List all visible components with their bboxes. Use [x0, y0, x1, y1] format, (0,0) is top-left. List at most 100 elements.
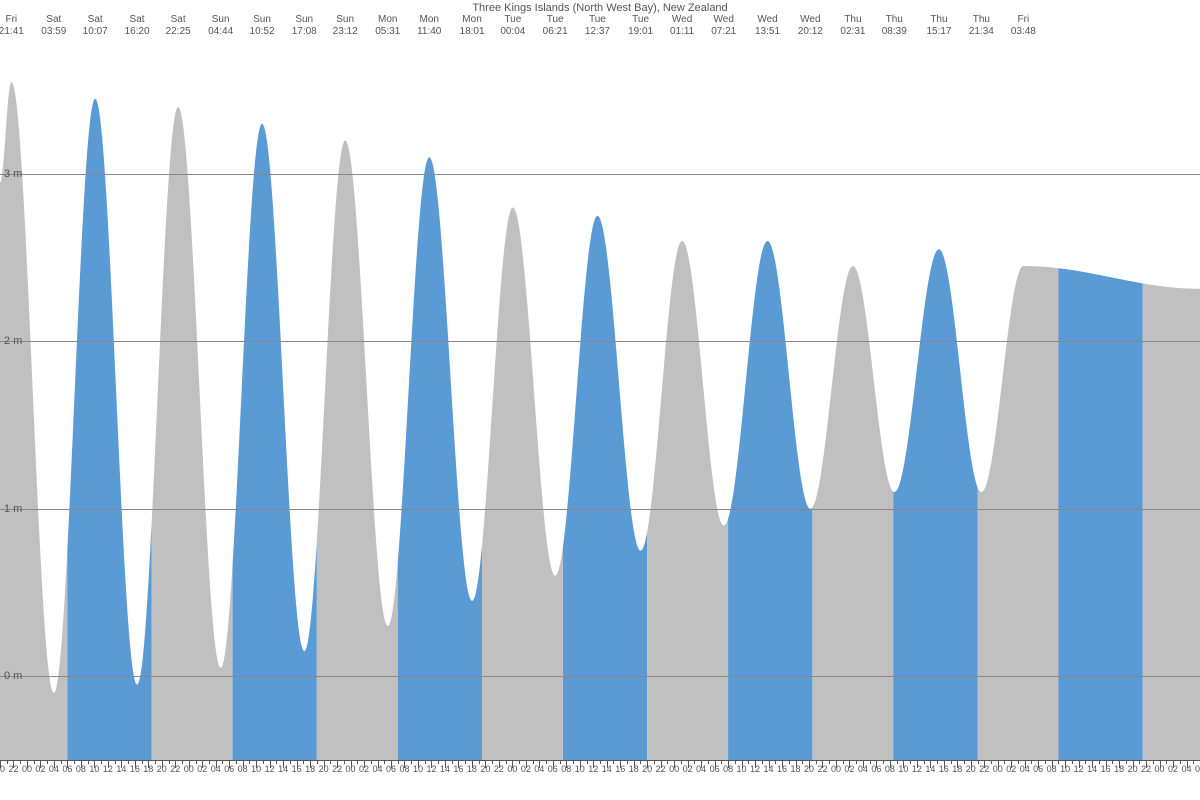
- extremum-time: 15:17: [915, 26, 963, 38]
- x-tick-label: 06: [62, 764, 72, 774]
- extremum-time: 10:52: [238, 26, 286, 38]
- x-tick-label: 04: [1182, 764, 1192, 774]
- y-gridline: [0, 341, 1200, 342]
- plot-area: 0 m 1 m 2 m 3 m: [0, 40, 1200, 760]
- extremum-day: Wed: [744, 14, 792, 26]
- x-tick-label: 22: [817, 764, 827, 774]
- x-tick-label: 08: [1047, 764, 1057, 774]
- extremum-label: Mon11:40: [405, 14, 453, 38]
- x-tick-label: 14: [116, 764, 126, 774]
- tide-night-segment: [317, 140, 398, 760]
- x-tick-label: 18: [952, 764, 962, 774]
- x-tick-label: 06: [224, 764, 234, 774]
- x-tick-label: 12: [588, 764, 598, 774]
- x-tick-label: 00: [184, 764, 194, 774]
- extremum-label: Sat22:25: [154, 14, 202, 38]
- x-tick-label: 16: [292, 764, 302, 774]
- chart-title: Three Kings Islands (North West Bay), Ne…: [472, 2, 727, 14]
- tide-day-segment: [893, 249, 977, 760]
- x-tick-label: 10: [413, 764, 423, 774]
- x-tick-label: 12: [103, 764, 113, 774]
- extremum-time: 08:39: [870, 26, 918, 38]
- x-tick-label: 20: [157, 764, 167, 774]
- extrema-labels-row: Fri21:41Sat03:59Sat10:07Sat16:20Sat22:25…: [0, 14, 1200, 40]
- x-tick-label: 00: [346, 764, 356, 774]
- extremum-label: Thu15:17: [915, 14, 963, 38]
- x-tick-label: 18: [305, 764, 315, 774]
- x-tick-label: 16: [130, 764, 140, 774]
- extremum-day: Wed: [786, 14, 834, 26]
- y-gridline: [0, 676, 1200, 677]
- extremum-time: 11:40: [405, 26, 453, 38]
- x-tick-label: 00: [831, 764, 841, 774]
- extremum-day: Sat: [71, 14, 119, 26]
- extremum-time: 23:12: [321, 26, 369, 38]
- x-tick-label: 08: [885, 764, 895, 774]
- x-tick-label: 06: [386, 764, 396, 774]
- x-tick-label: 16: [453, 764, 463, 774]
- y-gridline: [0, 174, 1200, 175]
- extremum-time: 12:37: [573, 26, 621, 38]
- extremum-time: 00:04: [489, 26, 537, 38]
- extremum-label: Sun23:12: [321, 14, 369, 38]
- x-tick-label: 10: [898, 764, 908, 774]
- x-tick-label: 10: [575, 764, 585, 774]
- extremum-label: Thu08:39: [870, 14, 918, 38]
- x-tick-label: 16: [615, 764, 625, 774]
- x-tick-label: 04: [534, 764, 544, 774]
- x-tick-label: 14: [278, 764, 288, 774]
- x-tick-label: 20: [0, 764, 5, 774]
- x-tick-label: 00: [669, 764, 679, 774]
- tide-day-segment: [67, 99, 151, 760]
- x-tick-label: 16: [939, 764, 949, 774]
- x-tick-label: 08: [238, 764, 248, 774]
- x-tick-label: 12: [265, 764, 275, 774]
- extremum-day: Sun: [238, 14, 286, 26]
- x-tick-label: 20: [804, 764, 814, 774]
- x-tick-label: 04: [1020, 764, 1030, 774]
- x-tick-label: 22: [1141, 764, 1151, 774]
- y-axis-label: 0 m: [4, 670, 22, 682]
- extremum-day: Wed: [700, 14, 748, 26]
- x-tick-label: 18: [790, 764, 800, 774]
- x-tick-label: 22: [170, 764, 180, 774]
- extremum-day: Tue: [531, 14, 579, 26]
- extremum-time: 06:21: [531, 26, 579, 38]
- x-tick-label: 16: [1101, 764, 1111, 774]
- x-tick-label: 10: [89, 764, 99, 774]
- x-tick-label: 04: [858, 764, 868, 774]
- y-axis-label: 2 m: [4, 335, 22, 347]
- x-tick-label: 14: [602, 764, 612, 774]
- tide-day-segment: [233, 124, 317, 760]
- extremum-day: Tue: [573, 14, 621, 26]
- y-axis-label: 1 m: [4, 503, 22, 515]
- extremum-day: Thu: [957, 14, 1005, 26]
- x-tick-label: 02: [683, 764, 693, 774]
- x-tick-label: 08: [399, 764, 409, 774]
- x-tick-label: 00: [1155, 764, 1165, 774]
- tide-day-segment: [398, 157, 482, 760]
- y-axis-label: 3 m: [4, 168, 22, 180]
- x-tick-label: 04: [49, 764, 59, 774]
- x-tick-label: 16: [777, 764, 787, 774]
- extremum-time: 21:34: [957, 26, 1005, 38]
- x-tick-label: 20: [642, 764, 652, 774]
- x-tick-label: 02: [1006, 764, 1016, 774]
- x-tick-label: 20: [480, 764, 490, 774]
- extremum-time: 20:12: [786, 26, 834, 38]
- x-tick-label: 06: [710, 764, 720, 774]
- x-tick-label: 02: [521, 764, 531, 774]
- x-tick-label: 20: [319, 764, 329, 774]
- x-tick-label: 02: [35, 764, 45, 774]
- extremum-label: Tue06:21: [531, 14, 579, 38]
- extremum-label: Sun10:52: [238, 14, 286, 38]
- x-tick-label: 22: [494, 764, 504, 774]
- x-tick-label: 10: [251, 764, 261, 774]
- tide-night-segment: [978, 266, 1059, 760]
- extremum-day: Mon: [405, 14, 453, 26]
- extremum-day: Tue: [489, 14, 537, 26]
- x-tick-label: 18: [629, 764, 639, 774]
- extremum-label: Wed13:51: [744, 14, 792, 38]
- x-tick-label: 08: [561, 764, 571, 774]
- tide-night-segment: [812, 266, 893, 760]
